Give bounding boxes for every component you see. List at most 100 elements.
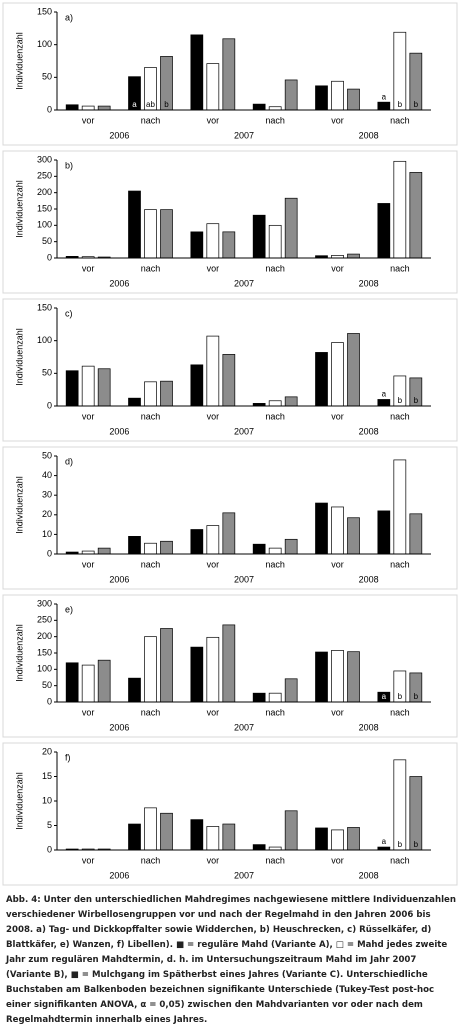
y-tick-label: 0 xyxy=(47,548,52,558)
bar xyxy=(97,105,111,111)
panel-frame xyxy=(2,594,458,738)
panel-frame xyxy=(2,446,458,590)
panel-label: d) xyxy=(65,456,73,466)
y-tick-label: 20 xyxy=(42,509,52,519)
bar xyxy=(190,646,204,703)
bar xyxy=(144,542,157,555)
bar xyxy=(81,365,95,407)
bar xyxy=(128,190,141,259)
year-label: 2007 xyxy=(234,278,254,288)
bar xyxy=(144,381,157,407)
x-tick-label: vor xyxy=(82,115,95,125)
bar xyxy=(315,85,328,111)
bar xyxy=(128,397,141,407)
x-tick-label: nach xyxy=(141,855,161,865)
bar xyxy=(377,399,391,407)
y-axis-label: Individuenzahl xyxy=(14,180,24,238)
bar-letter: a xyxy=(382,92,387,101)
panel-frame xyxy=(2,742,458,886)
y-tick-label: 0 xyxy=(47,844,52,854)
bar xyxy=(347,517,360,555)
y-tick-label: 30 xyxy=(42,490,52,500)
bar xyxy=(409,172,423,259)
bar xyxy=(252,543,266,555)
x-tick-label: vor xyxy=(207,411,220,421)
panel-frame xyxy=(2,2,458,146)
y-tick-label: 300 xyxy=(37,598,52,608)
bar xyxy=(284,197,298,259)
bar xyxy=(65,370,79,407)
bar xyxy=(222,823,236,851)
year-label: 2008 xyxy=(359,574,379,584)
y-axis-label: Individuenzahl xyxy=(14,32,24,90)
bar xyxy=(331,650,344,703)
bar-letter: ab xyxy=(146,100,155,109)
bar xyxy=(81,105,95,111)
panel-label: a) xyxy=(65,12,73,22)
bar xyxy=(347,253,360,259)
panel-frame xyxy=(2,150,458,294)
bar xyxy=(347,651,360,703)
bar xyxy=(65,104,79,111)
year-label: 2007 xyxy=(234,870,254,880)
y-axis-label: Individuenzahl xyxy=(14,328,24,386)
bar xyxy=(393,459,407,555)
year-label: 2008 xyxy=(359,426,379,436)
y-tick-label: 250 xyxy=(37,171,52,181)
bar xyxy=(206,63,220,111)
x-tick-label: vor xyxy=(82,411,95,421)
bar-letter: b xyxy=(414,840,419,849)
bar xyxy=(222,38,236,111)
bar-letter: b xyxy=(164,100,169,109)
bar xyxy=(81,664,95,703)
bar xyxy=(160,380,173,407)
y-tick-label: 0 xyxy=(47,400,52,410)
bar xyxy=(284,396,298,407)
bar xyxy=(65,662,79,703)
bar xyxy=(331,506,344,555)
bar xyxy=(144,636,157,703)
bar xyxy=(377,101,391,111)
bar xyxy=(160,540,173,555)
x-tick-label: nach xyxy=(390,707,410,717)
bar-letter: b xyxy=(398,840,403,849)
y-tick-label: 0 xyxy=(47,252,52,262)
year-label: 2007 xyxy=(234,130,254,140)
y-tick-label: 150 xyxy=(37,302,52,312)
panel-frame xyxy=(2,298,458,442)
bar xyxy=(206,223,220,259)
year-label: 2008 xyxy=(359,278,379,288)
bar-letter: b xyxy=(398,692,403,701)
bar xyxy=(331,80,344,111)
x-tick-label: vor xyxy=(82,263,95,273)
y-tick-label: 150 xyxy=(37,203,52,213)
y-tick-label: 50 xyxy=(42,236,52,246)
y-tick-label: 50 xyxy=(42,450,52,460)
x-tick-label: nach xyxy=(265,559,285,569)
y-tick-label: 40 xyxy=(42,470,52,480)
panel-label: f) xyxy=(65,752,71,762)
bar xyxy=(97,368,111,407)
caption: Abb. 4: Unter den unterschiedlichen Mahd… xyxy=(6,895,456,1025)
bar xyxy=(222,231,236,259)
bar-letter: b xyxy=(414,100,419,109)
y-tick-label: 10 xyxy=(42,529,52,539)
x-tick-label: vor xyxy=(331,707,344,717)
bar xyxy=(206,636,220,703)
bar xyxy=(315,352,328,407)
year-label: 2006 xyxy=(109,278,129,288)
bar xyxy=(144,209,157,259)
bar-letter: a xyxy=(132,100,137,109)
year-label: 2006 xyxy=(109,130,129,140)
x-tick-label: nach xyxy=(390,263,410,273)
x-tick-label: vor xyxy=(207,559,220,569)
bar-letter: a xyxy=(382,390,387,399)
bar xyxy=(284,538,298,555)
bar xyxy=(393,160,407,259)
bar-letter: b xyxy=(414,396,419,405)
y-axis-label: Individuenzahl xyxy=(14,624,24,682)
bar xyxy=(377,203,391,259)
y-axis-label: Individuenzahl xyxy=(14,772,24,830)
bar xyxy=(315,651,328,703)
bar xyxy=(190,364,204,407)
